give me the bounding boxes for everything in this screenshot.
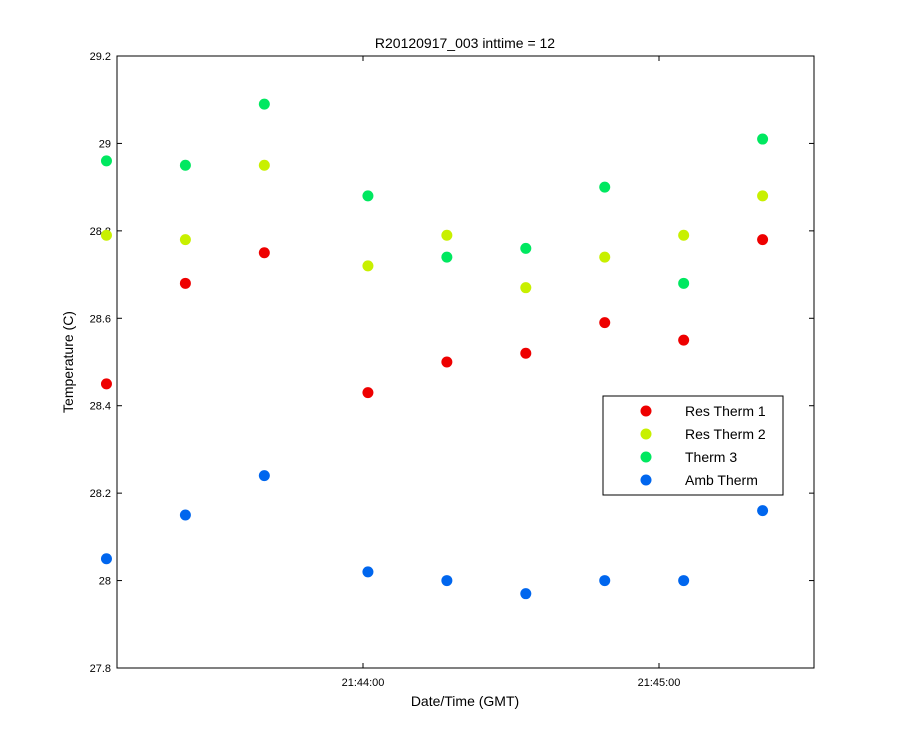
legend: Res Therm 1 Res Therm 2 Therm 3 Amb Therm bbox=[602, 395, 784, 496]
data-point bbox=[520, 242, 532, 254]
legend-marker bbox=[640, 428, 652, 440]
data-point bbox=[179, 277, 191, 289]
x-tick-label: 21:45:00 bbox=[638, 677, 681, 689]
data-point bbox=[520, 347, 532, 359]
data-point bbox=[362, 260, 374, 272]
series-therm-3 bbox=[100, 98, 769, 289]
chart-title: R20120917_003 inttime = 12 bbox=[375, 35, 555, 51]
data-point bbox=[362, 190, 374, 202]
y-tick-label: 29.2 bbox=[90, 51, 111, 63]
data-point bbox=[757, 133, 769, 145]
legend-marker bbox=[640, 474, 652, 486]
data-point bbox=[100, 553, 112, 565]
data-point bbox=[258, 98, 270, 110]
series-res-therm-2 bbox=[100, 159, 769, 294]
legend-label: Res Therm 2 bbox=[685, 426, 766, 442]
data-point bbox=[258, 470, 270, 482]
data-point bbox=[362, 387, 374, 399]
legend-marker bbox=[640, 451, 652, 463]
data-point bbox=[179, 234, 191, 246]
legend-box bbox=[602, 395, 784, 496]
data-point bbox=[520, 588, 532, 600]
data-point bbox=[599, 575, 611, 587]
data-point bbox=[757, 505, 769, 517]
legend-label: Res Therm 1 bbox=[685, 403, 766, 419]
data-point bbox=[441, 229, 453, 241]
y-axis-title: Temperature (C) bbox=[60, 311, 76, 413]
data-point bbox=[757, 190, 769, 202]
legend-marker bbox=[640, 405, 652, 417]
data-point bbox=[678, 229, 690, 241]
data-point bbox=[100, 229, 112, 241]
data-point bbox=[100, 378, 112, 390]
data-point bbox=[599, 181, 611, 193]
y-tick-label: 28.2 bbox=[90, 488, 111, 500]
x-axis-title: Date/Time (GMT) bbox=[411, 693, 519, 709]
data-point bbox=[441, 251, 453, 263]
data-point bbox=[520, 282, 532, 294]
data-point bbox=[100, 155, 112, 167]
y-tick-label: 28.6 bbox=[90, 313, 111, 325]
legend-label: Therm 3 bbox=[685, 449, 737, 465]
data-point bbox=[678, 277, 690, 289]
plot-area bbox=[116, 55, 815, 669]
data-point bbox=[441, 356, 453, 368]
data-point bbox=[179, 509, 191, 521]
series-amb-therm bbox=[100, 470, 769, 600]
data-point bbox=[678, 334, 690, 346]
legend-label: Amb Therm bbox=[685, 472, 758, 488]
data-point bbox=[441, 575, 453, 587]
series-res-therm-1 bbox=[100, 234, 769, 399]
data-point bbox=[599, 251, 611, 263]
data-point bbox=[258, 159, 270, 171]
data-point bbox=[258, 247, 270, 259]
x-tick-label: 21:44:00 bbox=[342, 677, 385, 689]
y-tick-label: 27.8 bbox=[90, 663, 111, 675]
data-point bbox=[599, 317, 611, 329]
y-tick-label: 28.4 bbox=[90, 401, 111, 413]
data-point bbox=[678, 575, 690, 587]
y-tick-label: 28 bbox=[99, 576, 111, 588]
y-tick-label: 29 bbox=[99, 138, 111, 150]
data-point bbox=[362, 566, 374, 578]
data-point bbox=[179, 159, 191, 171]
data-point bbox=[757, 234, 769, 246]
